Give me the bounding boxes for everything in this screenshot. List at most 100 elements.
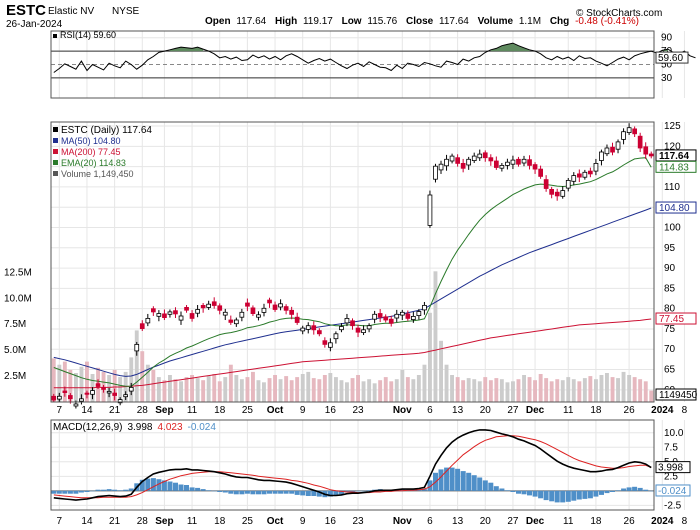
macd-histogram-bar	[189, 487, 195, 491]
macd-histogram-bar	[543, 490, 549, 501]
volume-bar	[566, 377, 571, 402]
last-value-label: 117.64	[659, 151, 689, 162]
rsi-last-box	[655, 51, 689, 64]
x-axis-label: Nov	[393, 405, 412, 416]
candle-body	[267, 299, 272, 304]
volume-bar	[168, 375, 172, 402]
volume-bar	[85, 361, 89, 402]
volume-bar	[195, 378, 200, 402]
price-legend-entry: EMA(20) 114.83	[61, 158, 126, 168]
volume-bar	[217, 381, 222, 402]
volume-bar	[206, 376, 211, 402]
x-axis-label: 26	[624, 405, 636, 416]
volume-bar	[621, 371, 626, 402]
volume-bar	[389, 381, 394, 402]
macd-histogram-bar	[527, 490, 532, 496]
x-axis-label: 2024	[651, 516, 674, 527]
candle-body	[377, 313, 383, 318]
volume-bar	[505, 382, 510, 402]
volume-bar	[112, 369, 117, 402]
x-axis-label: Sep	[155, 405, 173, 416]
price-legend-entry: ESTC (Daily) 117.64	[61, 125, 152, 136]
candle-body	[112, 392, 117, 396]
macd-histogram-bar	[538, 490, 544, 499]
volume-bar	[356, 375, 360, 402]
volume-bar	[522, 375, 526, 402]
price-legend-entry: Volume 1,149,450	[61, 169, 134, 179]
macd-histogram-bar	[576, 490, 582, 500]
candle-body	[305, 325, 311, 330]
candle-body	[593, 162, 599, 172]
candle-body	[577, 173, 582, 178]
volume-bar	[511, 381, 515, 402]
candle-body	[101, 386, 106, 390]
price-legend-entry: MA(50) 104.80	[61, 136, 121, 146]
candle-body	[206, 303, 211, 308]
candle-body	[173, 310, 178, 315]
volume-bar	[345, 382, 349, 402]
last-value-label: 114.83	[659, 162, 689, 173]
macd-histogram-bar	[283, 490, 289, 494]
macd-histogram-bar	[366, 490, 372, 491]
macd-histogram-bar	[90, 490, 95, 492]
candle-body	[615, 141, 621, 150]
x-axis-label: 11	[187, 405, 198, 416]
volume-tick-label: 5.0M	[4, 345, 26, 356]
macd-histogram-bar	[289, 490, 295, 494]
macd-histogram-bar	[565, 490, 571, 502]
volume-bar	[378, 380, 383, 402]
macd-histogram-bar	[416, 489, 422, 491]
x-axis-label: 20	[480, 516, 492, 527]
candle-body	[145, 317, 151, 324]
x-axis-label: 6	[427, 516, 433, 527]
volume-bar	[311, 378, 316, 402]
x-axis-label: 25	[242, 405, 254, 416]
volume-bar	[156, 377, 161, 402]
macd-histogram-bar	[78, 490, 84, 493]
macd-histogram-bar	[488, 482, 494, 491]
macd-histogram-bar	[593, 490, 599, 497]
macd-histogram-bar	[571, 490, 577, 501]
x-axis-label: 9	[300, 405, 306, 416]
macd-histogram-bar	[554, 490, 560, 503]
x-axis-label: Oct	[267, 516, 284, 527]
volume-bar	[273, 375, 277, 402]
macd-histogram-bar	[139, 479, 145, 491]
volume-bar	[627, 375, 632, 402]
volume-bar	[239, 379, 244, 402]
x-axis-label: 21	[109, 516, 121, 527]
candle-body	[73, 403, 79, 407]
macd-histogram-bar	[316, 490, 322, 497]
price-tick-label: 120	[664, 141, 681, 152]
candle-body	[333, 333, 339, 340]
x-axis-label: 9	[300, 516, 306, 527]
candle-body	[560, 190, 566, 197]
volume-bar	[57, 364, 62, 402]
volume-bar	[472, 379, 477, 402]
candle-body	[488, 157, 494, 162]
candle-body	[626, 127, 632, 133]
last-value-label: 1149450	[659, 390, 698, 401]
macd-histogram-bar	[504, 490, 510, 491]
macd-histogram-bar	[184, 485, 189, 491]
macd-histogram-bar	[106, 489, 112, 491]
volume-bar	[339, 380, 344, 402]
volume-bar	[179, 381, 183, 402]
x-axis-label: 14	[81, 405, 93, 416]
low-label: Low	[342, 16, 362, 27]
candle-body	[211, 301, 217, 306]
volume-bar	[416, 375, 421, 402]
candle-body	[582, 171, 588, 178]
high-value: 119.17	[303, 16, 333, 27]
candle-body	[543, 179, 549, 189]
candle-body	[521, 158, 527, 164]
price-legend-marker	[53, 171, 58, 176]
rsi-frame	[50, 30, 655, 99]
volume-bar	[68, 369, 73, 402]
macd-histogram-bar	[200, 489, 206, 491]
last-value-label: 77.45	[659, 314, 684, 325]
volume-bar	[499, 379, 504, 402]
macd-histogram-bar	[178, 484, 184, 491]
macd-histogram-bar	[549, 490, 555, 502]
rsi-tick-label: 90	[661, 33, 673, 44]
